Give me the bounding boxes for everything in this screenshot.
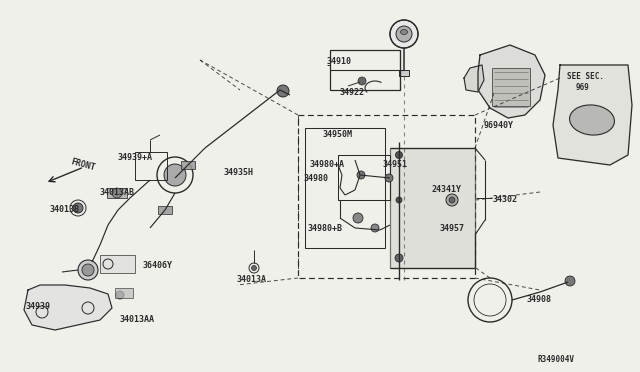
Text: 34013A: 34013A — [237, 275, 267, 284]
Circle shape — [396, 151, 403, 158]
Circle shape — [164, 164, 186, 186]
Text: FRONT: FRONT — [70, 157, 97, 172]
Circle shape — [252, 266, 257, 270]
Bar — [338, 155, 390, 200]
Text: 34013AB: 34013AB — [100, 188, 135, 197]
Circle shape — [385, 174, 393, 182]
Bar — [135, 152, 167, 180]
Text: 34922: 34922 — [340, 88, 365, 97]
Bar — [298, 115, 475, 278]
Bar — [492, 68, 530, 106]
Bar — [107, 188, 127, 198]
Circle shape — [116, 291, 124, 299]
Text: 24341Y: 24341Y — [432, 185, 462, 194]
Text: 34013B: 34013B — [50, 205, 80, 214]
Circle shape — [371, 224, 379, 232]
Circle shape — [565, 276, 575, 286]
Bar — [399, 70, 409, 76]
Circle shape — [395, 254, 403, 262]
Text: 34013AA: 34013AA — [120, 315, 155, 324]
Circle shape — [446, 194, 458, 206]
Bar — [390, 148, 475, 268]
Ellipse shape — [401, 29, 408, 35]
Circle shape — [353, 213, 363, 223]
Circle shape — [358, 77, 366, 85]
Circle shape — [449, 197, 455, 203]
Text: 969: 969 — [576, 83, 590, 92]
Circle shape — [396, 26, 412, 42]
Text: R349004V: R349004V — [538, 355, 575, 364]
Circle shape — [390, 20, 418, 48]
Bar — [305, 128, 385, 248]
Polygon shape — [24, 285, 112, 330]
Polygon shape — [478, 45, 545, 118]
Text: 34908: 34908 — [527, 295, 552, 304]
Bar — [158, 206, 172, 214]
Bar — [330, 50, 400, 90]
Polygon shape — [553, 65, 632, 165]
Circle shape — [82, 264, 94, 276]
Text: 96940Y: 96940Y — [483, 121, 513, 130]
Bar — [115, 288, 133, 298]
Text: 34302: 34302 — [493, 195, 518, 204]
Bar — [100, 255, 135, 273]
Circle shape — [112, 188, 122, 198]
Text: 34980: 34980 — [304, 174, 329, 183]
Text: 36406Y: 36406Y — [143, 261, 173, 270]
Text: 34910: 34910 — [327, 57, 352, 66]
Text: 34951: 34951 — [383, 160, 408, 169]
Polygon shape — [464, 65, 484, 92]
Circle shape — [78, 260, 98, 280]
Bar — [181, 161, 195, 169]
Circle shape — [357, 171, 365, 179]
Circle shape — [396, 197, 402, 203]
Text: 34950M: 34950M — [323, 130, 353, 139]
Circle shape — [73, 203, 83, 213]
Text: 34939+A: 34939+A — [118, 153, 153, 162]
Text: 34939: 34939 — [26, 302, 51, 311]
Circle shape — [277, 85, 289, 97]
Ellipse shape — [570, 105, 614, 135]
Text: SEE SEC.: SEE SEC. — [567, 72, 604, 81]
Text: 34980+A: 34980+A — [310, 160, 345, 169]
Text: 34957: 34957 — [440, 224, 465, 233]
Text: 34980+B: 34980+B — [308, 224, 343, 233]
Text: 34935H: 34935H — [224, 168, 254, 177]
